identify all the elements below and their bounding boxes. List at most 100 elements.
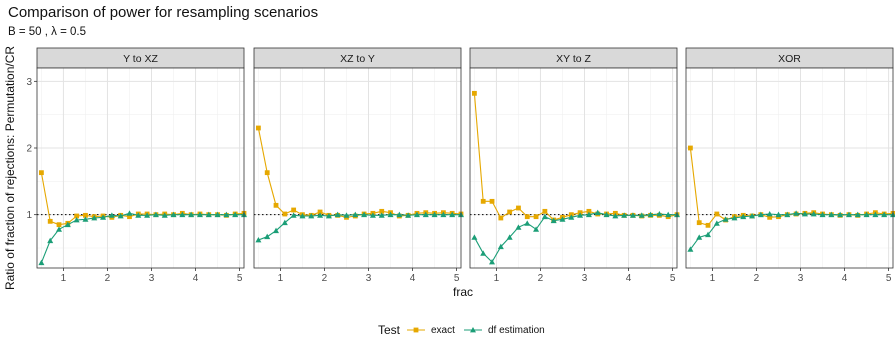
data-point-df-estimation — [369, 212, 376, 218]
x-tick-label: 4 — [626, 273, 632, 284]
data-point-exact — [516, 205, 521, 211]
x-tick-label: 3 — [798, 273, 804, 284]
data-point-exact — [586, 208, 592, 214]
data-point-df-estimation — [845, 211, 852, 218]
y-tick-label: 1 — [26, 210, 32, 221]
data-point-df-estimation — [135, 212, 142, 218]
data-point-df-estimation — [232, 211, 239, 218]
data-point-exact — [472, 90, 477, 96]
data-point-df-estimation — [378, 212, 385, 218]
x-tick-label: 4 — [193, 273, 199, 284]
x-tick-label: 3 — [366, 273, 372, 284]
panel-border — [253, 67, 462, 269]
x-tick-label: 2 — [105, 273, 111, 284]
data-point-df-estimation — [647, 211, 654, 218]
data-point-df-estimation — [196, 211, 203, 218]
chart-subtitle: B = 50 , λ = 0.5 — [8, 26, 86, 38]
data-point-df-estimation — [638, 212, 645, 218]
y-tick-label: 2 — [26, 144, 32, 155]
data-point-df-estimation — [541, 213, 548, 220]
legend-marker-df-estimation — [470, 327, 476, 333]
x-tick-label: 5 — [670, 273, 676, 284]
data-point-exact — [56, 222, 62, 228]
data-point-exact — [767, 214, 773, 220]
data-point-df-estimation — [810, 211, 817, 217]
data-point-df-estimation — [471, 234, 478, 240]
x-tick-label: 1 — [278, 273, 284, 284]
data-point-df-estimation — [656, 211, 663, 217]
panel-background — [37, 68, 244, 268]
legend-label-df-estimation: df estimation — [488, 325, 545, 336]
data-point-df-estimation — [828, 211, 835, 218]
data-point-exact — [264, 170, 270, 176]
x-tick-label: 5 — [886, 273, 892, 284]
data-point-exact — [533, 214, 539, 220]
data-point-exact — [83, 212, 88, 218]
data-point-df-estimation — [56, 226, 63, 232]
data-point-df-estimation — [396, 211, 403, 218]
data-point-df-estimation — [387, 211, 394, 218]
data-point-df-estimation — [361, 211, 368, 218]
data-point-df-estimation — [223, 211, 230, 218]
panel-background — [686, 68, 893, 268]
data-point-df-estimation — [264, 233, 271, 240]
legend-marker-exact — [413, 327, 419, 333]
facet-strip-label: XZ to Y — [340, 53, 375, 65]
data-point-df-estimation — [317, 212, 324, 218]
legend-title: Test — [378, 323, 401, 337]
x-tick-label: 5 — [237, 273, 243, 284]
data-point-df-estimation — [559, 216, 566, 222]
data-point-df-estimation — [214, 211, 221, 218]
x-tick-label: 5 — [454, 273, 460, 284]
data-point-df-estimation — [126, 210, 133, 216]
data-point-exact — [524, 214, 530, 220]
data-point-exact — [74, 213, 80, 219]
data-point-df-estimation — [775, 211, 782, 218]
panel-border — [36, 67, 245, 269]
chart-title: Comparison of power for resampling scena… — [8, 4, 319, 21]
data-point-exact — [714, 211, 720, 217]
data-point-df-estimation — [480, 250, 487, 256]
data-point-df-estimation — [515, 224, 522, 230]
data-point-df-estimation — [273, 227, 280, 234]
data-point-df-estimation — [705, 231, 712, 238]
x-tick-label: 2 — [754, 273, 760, 284]
data-point-exact — [696, 220, 702, 226]
data-point-df-estimation — [524, 220, 531, 226]
data-point-df-estimation — [766, 211, 773, 217]
facet-strip-label: Y to XZ — [123, 53, 158, 65]
data-point-df-estimation — [431, 211, 438, 218]
data-point-df-estimation — [872, 211, 879, 218]
data-point-exact — [489, 198, 495, 204]
panel-background — [254, 68, 461, 268]
data-point-df-estimation — [352, 211, 359, 218]
data-point-df-estimation — [731, 215, 738, 221]
data-point-df-estimation — [188, 211, 195, 218]
data-point-df-estimation — [161, 212, 168, 218]
data-point-df-estimation — [740, 213, 747, 220]
data-point-df-estimation — [577, 212, 584, 218]
data-point-df-estimation — [603, 211, 610, 218]
data-point-df-estimation — [440, 211, 447, 218]
data-point-df-estimation — [621, 212, 628, 218]
data-point-df-estimation — [749, 213, 756, 219]
data-point-exact — [542, 208, 548, 214]
data-point-df-estimation — [568, 214, 575, 220]
x-tick-label: 4 — [410, 273, 416, 284]
data-point-exact — [256, 125, 261, 131]
data-point-df-estimation — [144, 212, 151, 218]
data-point-df-estimation — [793, 210, 800, 216]
panel-border — [685, 67, 894, 269]
x-tick-label: 3 — [582, 273, 588, 284]
data-point-df-estimation — [449, 211, 456, 218]
data-point-exact — [317, 209, 323, 215]
data-point-df-estimation — [281, 219, 288, 226]
data-point-df-estimation — [612, 213, 619, 219]
data-point-df-estimation — [801, 211, 808, 217]
data-point-exact — [291, 207, 297, 213]
data-point-exact — [273, 202, 279, 208]
data-point-df-estimation — [696, 234, 703, 240]
x-tick-label: 1 — [61, 273, 67, 284]
data-point-df-estimation — [405, 212, 412, 218]
